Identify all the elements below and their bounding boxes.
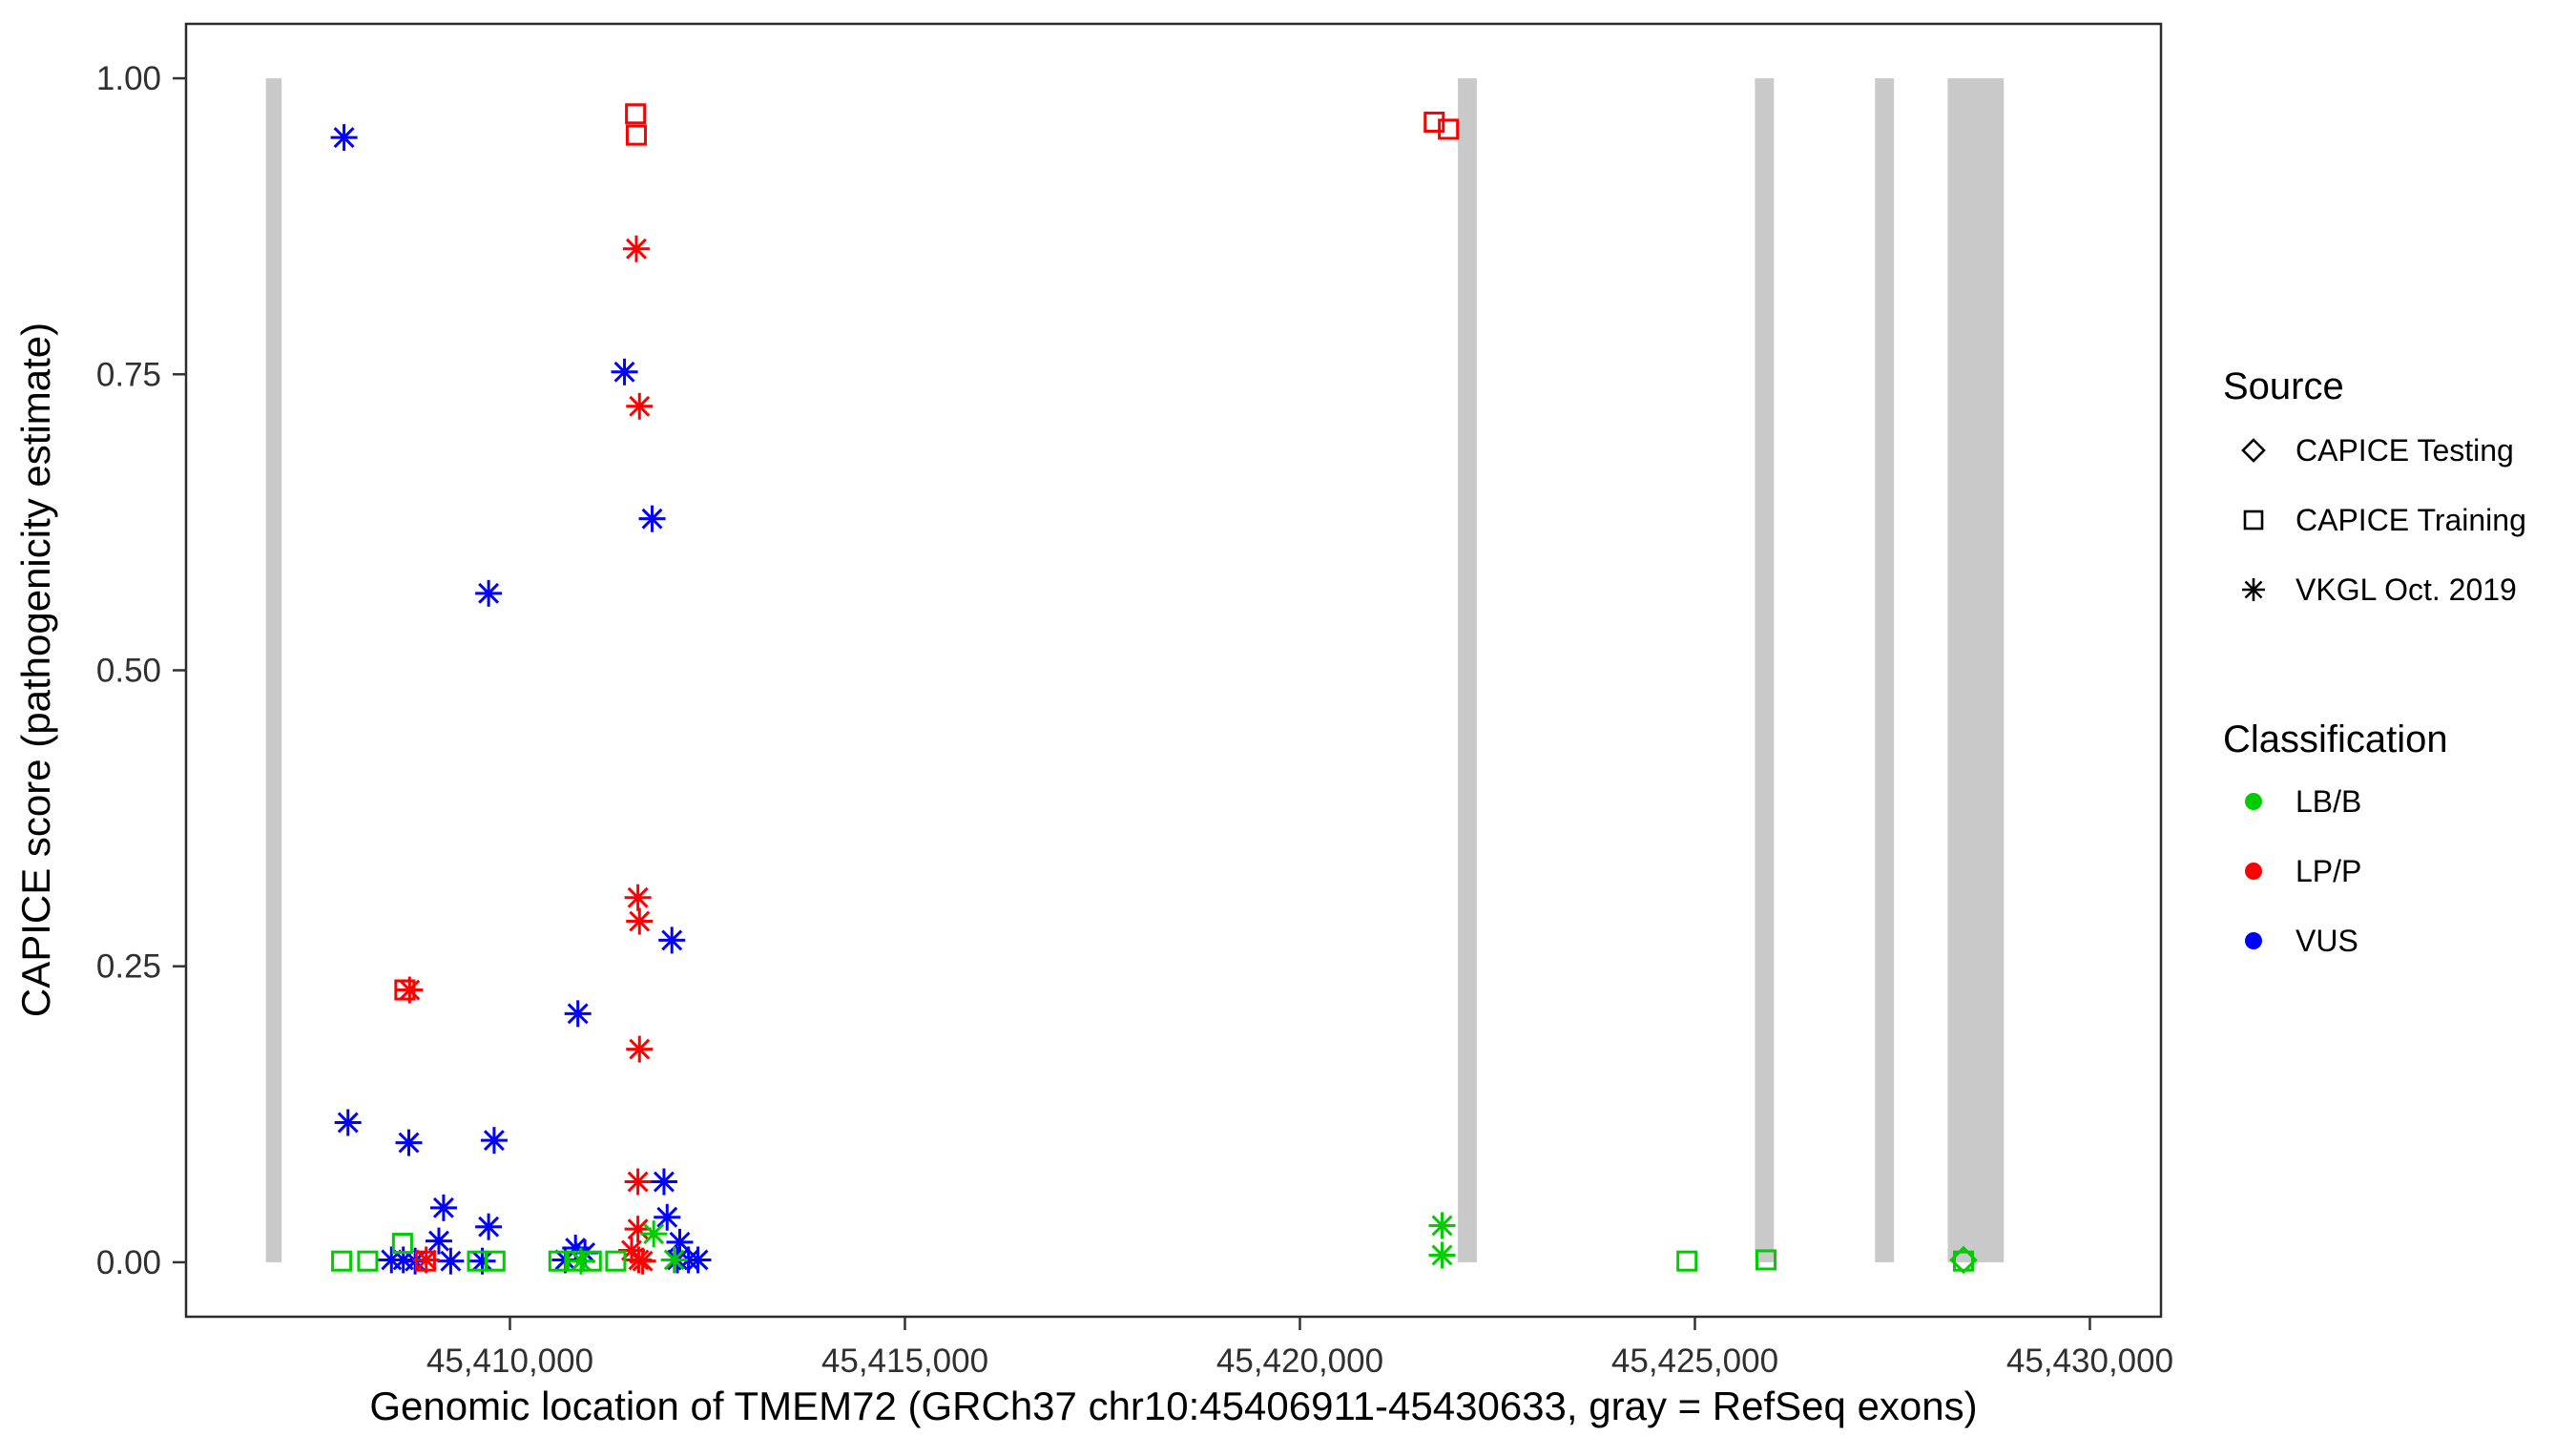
data-point-asterisk	[611, 358, 638, 385]
exon-bars-layer	[265, 78, 2005, 1262]
asterisk-icon	[2242, 578, 2265, 601]
data-point-asterisk	[624, 884, 652, 911]
lpp-color-dot-icon	[2245, 863, 2262, 880]
data-point-square	[391, 1233, 413, 1255]
data-point-asterisk	[425, 1227, 452, 1255]
data-point-square	[1438, 118, 1460, 140]
data-point-asterisk	[658, 926, 686, 954]
exon-bar	[265, 78, 282, 1262]
legend-item-label: VUS	[2296, 924, 2358, 958]
legend-classification-title: Classification	[2223, 718, 2448, 760]
legend-item-label: CAPICE Training	[2296, 503, 2526, 537]
data-point-square	[331, 1250, 353, 1272]
exon-bar	[1755, 78, 1775, 1262]
data-point-square	[605, 1250, 627, 1272]
y-axis-title: CAPICE score (pathogenicity estimate)	[13, 323, 58, 1017]
data-point-asterisk	[568, 1247, 594, 1275]
data-point-asterisk	[1428, 1212, 1456, 1239]
legend-item-capice-testing: CAPICE Testing	[2241, 433, 2514, 468]
axis-layer: 45,410,000 45,415,000 45,420,000 45,425,000…	[96, 22, 2173, 1380]
x-axis-title: Genomic location of TMEM72 (GRCh37 chr10…	[369, 1384, 1977, 1428]
legend-item-lbb: LB/B	[2245, 784, 2361, 819]
y-tick-label: 0.50	[96, 653, 161, 690]
data-point-asterisk	[654, 1203, 681, 1231]
x-tick-label: 45,415,000	[821, 1342, 988, 1380]
data-point-asterisk	[564, 1000, 592, 1028]
data-point-asterisk	[480, 1127, 508, 1155]
exon-bar	[1947, 78, 2005, 1262]
data-point-asterisk	[626, 907, 654, 935]
square-icon	[2243, 510, 2264, 531]
data-point-asterisk	[396, 976, 424, 1004]
data-point-asterisk	[437, 1247, 465, 1275]
data-point-square	[484, 1250, 506, 1272]
data-point-square	[357, 1250, 379, 1272]
vus-color-dot-icon	[2245, 932, 2262, 949]
data-point-asterisk	[622, 235, 650, 262]
data-point-square	[1676, 1250, 1698, 1272]
data-point-square	[625, 124, 647, 146]
exon-bar	[1458, 78, 1477, 1262]
data-point-asterisk	[395, 1129, 423, 1156]
x-tick-label: 45,430,000	[2006, 1342, 2173, 1380]
diamond-icon	[2241, 438, 2266, 463]
legend-item-lpp: LP/P	[2245, 854, 2361, 888]
data-point-asterisk	[1428, 1241, 1456, 1269]
data-point-asterisk	[475, 579, 503, 607]
data-point-square	[1423, 111, 1445, 134]
y-tick-label: 1.00	[96, 60, 161, 97]
x-tick-label: 45,425,000	[1611, 1342, 1778, 1380]
y-tick-label: 0.00	[96, 1244, 161, 1281]
data-point-asterisk	[624, 1216, 652, 1243]
data-point-diamond	[1949, 1245, 1978, 1275]
lbb-color-dot-icon	[2245, 793, 2262, 810]
data-point-asterisk	[650, 1168, 677, 1196]
data-point-asterisk	[624, 1168, 652, 1196]
data-point-asterisk	[684, 1246, 712, 1274]
data-point-asterisk	[429, 1194, 457, 1221]
legend-source: Source CAPICE Testing CAPICE Training VK…	[2223, 365, 2526, 607]
legend-item-label: CAPICE Testing	[2296, 433, 2514, 468]
legend-item-label: LP/P	[2296, 854, 2361, 888]
y-tick-label: 0.75	[96, 356, 161, 393]
data-point-asterisk	[660, 1246, 688, 1274]
data-point-asterisk	[626, 1035, 654, 1063]
legend-item-capice-training: CAPICE Training	[2243, 503, 2526, 537]
data-point-asterisk	[640, 1220, 668, 1248]
legend-item-vus: VUS	[2245, 924, 2358, 958]
data-point-asterisk	[626, 392, 654, 420]
data-point-asterisk	[629, 1247, 656, 1275]
data-point-square	[1755, 1249, 1777, 1271]
data-point-square	[625, 103, 647, 125]
data-point-asterisk	[330, 124, 358, 152]
data-point-asterisk	[334, 1109, 362, 1136]
legend-item-label: VKGL Oct. 2019	[2296, 572, 2517, 607]
legend-classification: Classification LB/B LP/P VUS	[2223, 718, 2448, 958]
data-point-asterisk	[638, 505, 666, 532]
legend-item-label: LB/B	[2296, 784, 2361, 819]
legend-source-title: Source	[2223, 365, 2344, 407]
x-tick-label: 45,410,000	[426, 1342, 593, 1380]
exon-bar	[1875, 78, 1895, 1262]
points-layer	[330, 103, 1978, 1275]
x-tick-label: 45,420,000	[1216, 1342, 1383, 1380]
data-point-asterisk	[475, 1213, 503, 1240]
y-tick-label: 0.25	[96, 948, 161, 986]
legend-item-vkgl: VKGL Oct. 2019	[2242, 572, 2517, 607]
data-point-asterisk	[412, 1246, 440, 1274]
